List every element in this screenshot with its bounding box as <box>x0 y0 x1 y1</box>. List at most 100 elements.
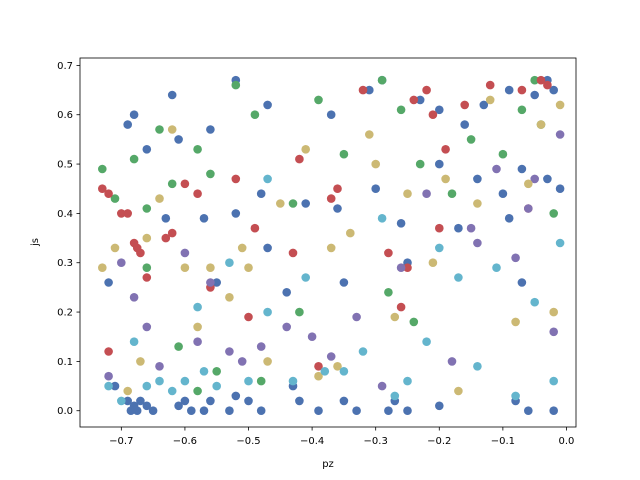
data-point <box>225 347 234 356</box>
data-point <box>212 367 221 376</box>
data-point <box>180 248 190 258</box>
x-tick-label: −0.4 <box>300 436 324 447</box>
data-point <box>384 248 393 258</box>
data-point <box>511 391 520 401</box>
data-point <box>167 386 177 396</box>
data-point <box>333 362 342 371</box>
data-point <box>549 376 558 386</box>
data-point <box>403 406 412 416</box>
data-point <box>136 248 145 258</box>
data-point <box>454 223 463 233</box>
data-point <box>511 253 520 263</box>
data-point <box>199 367 209 376</box>
data-point <box>129 154 139 164</box>
data-point <box>517 105 527 115</box>
data-point <box>288 248 298 258</box>
data-point <box>517 278 527 287</box>
data-point <box>536 75 546 85</box>
data-point <box>549 307 558 317</box>
data-point <box>142 381 152 391</box>
data-point <box>117 396 126 406</box>
data-point <box>530 297 539 307</box>
data-point <box>167 179 177 189</box>
data-point <box>555 238 565 248</box>
data-point <box>199 406 209 416</box>
data-point <box>225 406 234 416</box>
data-point <box>155 376 164 386</box>
data-point <box>555 184 565 193</box>
x-tick-label: −0.2 <box>427 436 451 447</box>
data-point <box>206 125 215 134</box>
data-point <box>225 293 234 302</box>
data-point <box>390 391 400 401</box>
data-point <box>250 223 260 233</box>
data-point <box>377 214 387 223</box>
data-point <box>473 199 482 208</box>
data-point <box>435 159 444 169</box>
data-point <box>435 401 444 411</box>
data-point <box>117 258 126 268</box>
data-point <box>447 357 457 366</box>
data-point <box>504 214 514 223</box>
data-point <box>320 367 330 376</box>
data-point <box>396 263 406 273</box>
data-point <box>180 376 190 386</box>
data-point <box>403 376 412 386</box>
data-point <box>543 80 552 90</box>
y-tick-label: 0.0 <box>57 406 73 417</box>
data-point <box>98 263 107 273</box>
data-point <box>288 199 298 208</box>
data-point <box>123 209 132 218</box>
data-point <box>167 125 177 134</box>
data-point <box>530 75 539 85</box>
x-tick-label: −0.6 <box>173 436 197 447</box>
data-point <box>129 293 139 302</box>
data-point <box>142 233 152 243</box>
data-point <box>384 288 393 297</box>
data-point <box>301 273 311 282</box>
data-point <box>492 263 501 273</box>
data-point <box>409 317 419 327</box>
data-point <box>136 357 145 366</box>
data-point <box>396 105 406 115</box>
data-point <box>339 396 349 406</box>
data-point <box>466 135 476 144</box>
data-point <box>530 90 539 100</box>
data-point <box>180 263 190 273</box>
data-point <box>454 273 463 282</box>
x-axis-label: pz <box>322 459 334 470</box>
data-point <box>282 288 292 297</box>
data-point <box>123 120 132 129</box>
data-point <box>263 243 272 253</box>
data-point <box>244 376 253 386</box>
data-point <box>371 159 381 169</box>
data-point <box>244 263 253 273</box>
data-point <box>326 110 336 119</box>
data-point <box>98 184 107 193</box>
y-tick-label: 0.3 <box>57 258 73 269</box>
data-point <box>524 204 533 213</box>
data-point <box>479 100 489 110</box>
data-point <box>123 386 132 396</box>
data-point <box>536 120 546 129</box>
data-point <box>498 149 508 159</box>
data-point <box>244 312 253 322</box>
data-point <box>142 273 152 282</box>
data-point <box>193 386 202 396</box>
data-point <box>142 322 152 332</box>
data-point <box>180 396 190 406</box>
data-point <box>161 214 171 223</box>
y-tick-label: 0.4 <box>57 209 73 220</box>
data-point <box>256 342 266 351</box>
data-point <box>180 179 190 189</box>
data-point <box>98 164 107 174</box>
data-point <box>390 312 400 322</box>
data-point <box>326 243 336 253</box>
data-point <box>295 154 304 164</box>
data-point <box>174 342 183 351</box>
data-point <box>422 85 431 95</box>
data-point <box>326 194 336 203</box>
plot-frame <box>79 57 577 428</box>
data-point <box>524 406 533 416</box>
